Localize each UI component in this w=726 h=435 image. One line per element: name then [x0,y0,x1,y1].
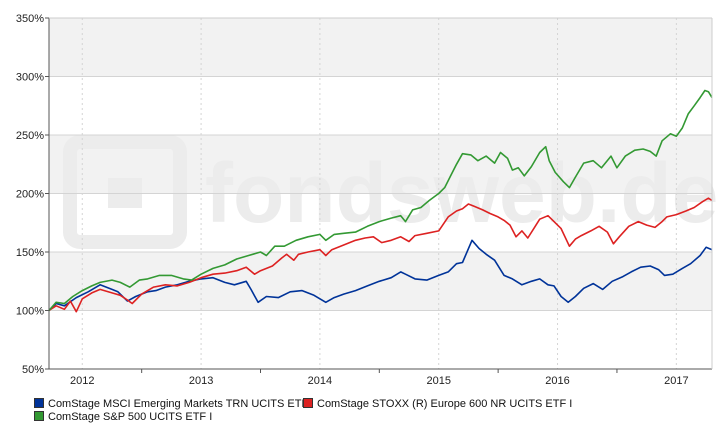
y-tick-label: 300% [16,72,44,84]
y-tick-label: 100% [16,306,44,318]
y-tick-label: 250% [16,130,44,142]
legend-swatch-red [303,398,313,408]
x-tick-label: 2013 [189,375,213,387]
y-axis-labels: 50% 100% 150% 200% 250% 300% 350% [16,13,44,376]
x-tick-label: 2017 [664,375,688,387]
x-tick-label: 2016 [545,375,569,387]
legend-label: ComStage S&P 500 UCITS ETF I [48,411,213,423]
axes [45,17,713,373]
legend-label: ComStage STOXX (R) Europe 600 NR UCITS E… [317,398,573,410]
watermark-icon [63,135,187,249]
series-line-1 [48,197,713,313]
plot-band [49,18,712,77]
y-tick-label: 150% [16,247,44,259]
y-tick-label: 350% [16,13,44,25]
plot-band [49,76,712,135]
legend-swatch-blue [34,398,44,408]
x-axis-labels: 2012 2013 2014 2015 2016 2017 [70,375,689,387]
series-lines [48,89,713,313]
legend-item-sp500[interactable]: ComStage S&P 500 UCITS ETF I [34,411,212,424]
legend-item-emerging-markets[interactable]: ComStage MSCI Emerging Markets TRN UCITS… [34,398,308,411]
plot-band [49,310,712,369]
y-tick-label: 200% [16,189,44,201]
y-tick-label: 50% [22,364,44,376]
x-tick-label: 2012 [70,375,94,387]
legend-swatch-green [34,411,44,421]
legend-label: ComStage MSCI Emerging Markets TRN UCITS… [48,398,309,410]
x-tick-label: 2014 [308,375,332,387]
x-tick-label: 2015 [426,375,450,387]
series-line-2 [48,89,713,312]
series-line-0 [48,239,713,312]
plot-bands [49,18,712,369]
legend-item-stoxx-europe[interactable]: ComStage STOXX (R) Europe 600 NR UCITS E… [303,398,572,411]
